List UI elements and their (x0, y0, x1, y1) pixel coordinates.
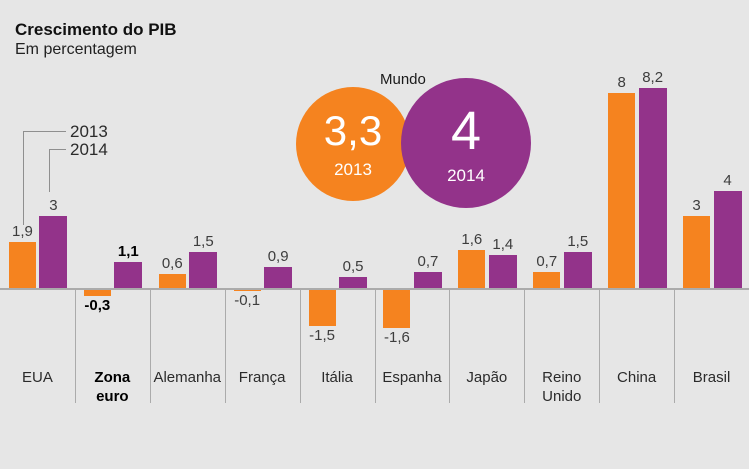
category-label: Japão (466, 369, 508, 386)
category-divider (374, 289, 376, 403)
category-divider (599, 289, 601, 403)
bar-2013 (533, 271, 561, 289)
bar-2013 (233, 289, 261, 292)
category-label: Espanha (382, 369, 442, 386)
bar-2014 (339, 276, 368, 289)
bar-2014 (189, 252, 218, 289)
bar-value-label: 0,7 (417, 252, 439, 270)
world-year-2014: 2014 (447, 166, 485, 185)
bar-value-label: -1,5 (309, 326, 335, 344)
category-divider (224, 289, 226, 403)
bar-value-label: 1,5 (192, 233, 214, 251)
category-label: Zona euro (94, 369, 131, 405)
category-label: China (617, 369, 657, 386)
bar-2013 (158, 274, 186, 289)
bar-2014 (264, 266, 293, 289)
bar-value-label: 3 (49, 196, 58, 214)
bar-value-label: 1,6 (461, 230, 483, 248)
bar-2013 (83, 289, 111, 297)
bar-2014 (114, 262, 143, 289)
bar-2014 (39, 215, 68, 289)
world-value-2013: 3,3 (323, 107, 383, 154)
bar-value-label: 0,6 (161, 255, 183, 273)
bar-2014 (488, 254, 517, 289)
page-title: Crescimento do PIB (15, 20, 177, 39)
bar-value-label: 8 (617, 74, 626, 91)
bar-value-label: 0,9 (267, 247, 289, 265)
legend-label-2013: 2013 (70, 122, 108, 141)
bar-value-label: 0,5 (342, 257, 364, 275)
category-label: Reino Unido (542, 369, 582, 405)
world-value-2014: 4 (450, 101, 482, 161)
bar-2013 (683, 215, 711, 289)
category-divider (674, 289, 676, 403)
world-circle-2013: 3,3 2013 (296, 87, 410, 201)
bar-2013 (458, 249, 486, 289)
category-label: Brasil (692, 369, 731, 386)
category-divider (524, 289, 526, 403)
world-circle-2014: 4 2014 (401, 78, 531, 208)
bar-2013 (608, 93, 636, 289)
bar-value-label: 1,1 (117, 243, 139, 261)
bar-value-label: 4 (723, 172, 732, 189)
category-label: França (238, 369, 286, 386)
legend-2013-callout-line (23, 131, 24, 225)
bar-2014 (413, 271, 442, 289)
bar-2013 (383, 289, 411, 329)
bar-value-label: 1,5 (567, 233, 589, 251)
bar-value-label: 1,9 (12, 223, 33, 241)
legend-2014-callout-line (49, 149, 50, 192)
legend-2014-callout-line (49, 149, 66, 150)
bar-2013 (8, 242, 36, 289)
zero-axis-line (0, 288, 749, 290)
bar-value-label: 3 (692, 196, 701, 214)
world-year-2013: 2013 (334, 160, 372, 179)
bar-value-label: -1,6 (384, 329, 410, 347)
bar-2014 (638, 88, 667, 289)
category-label: Itália (321, 369, 353, 386)
bar-2013 (308, 289, 336, 326)
bar-2014 (713, 191, 742, 289)
page-subtitle: Em percentagem (15, 41, 137, 58)
bar-value-label: -0,1 (234, 292, 261, 310)
bar-value-label: -0,3 (84, 297, 111, 315)
category-divider (149, 289, 151, 403)
category-divider (299, 289, 301, 403)
category-divider (449, 289, 451, 403)
category-label: EUA (22, 369, 53, 386)
category-label: Alemanha (153, 369, 222, 386)
bar-value-label: 1,4 (492, 235, 514, 253)
legend-label-2014: 2014 (70, 140, 108, 159)
world-label: Mundo (380, 71, 426, 88)
bar-value-label: 8,2 (642, 69, 664, 87)
bar-value-label: 0,7 (536, 252, 558, 270)
legend-2013-callout-line (23, 131, 66, 132)
category-divider (74, 289, 76, 403)
bar-2014 (563, 252, 592, 289)
